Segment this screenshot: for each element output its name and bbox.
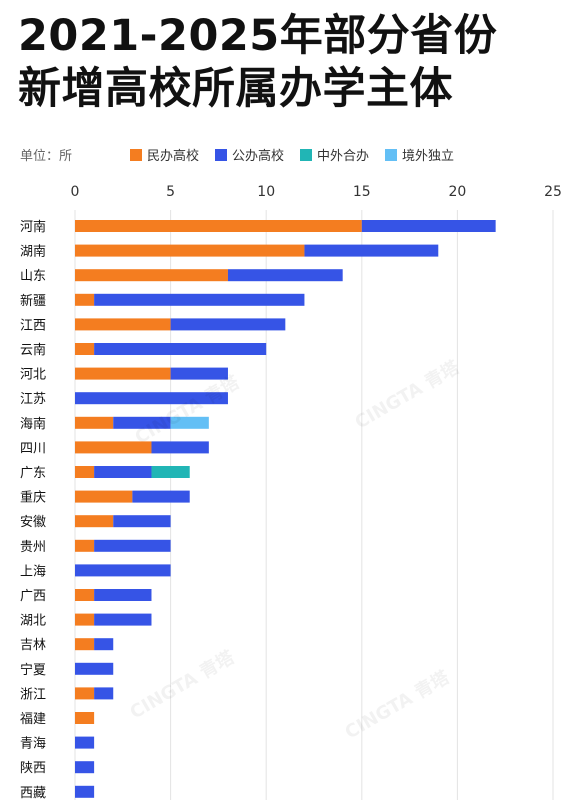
bar-segment	[132, 490, 190, 503]
watermark-text: CINGTA 青塔	[351, 356, 464, 434]
category-label: 广西	[20, 589, 46, 604]
category-label: 广东	[20, 466, 46, 481]
category-label: 安徽	[20, 515, 46, 530]
title-line-1: 2021-2025年部分省份	[18, 11, 498, 61]
bar-segment	[75, 564, 171, 577]
legend-label-private: 民办高校	[147, 149, 200, 164]
category-label: 新疆	[20, 293, 46, 309]
category-label: 上海	[20, 564, 46, 579]
legend-item-overseas: 境外独立	[385, 145, 454, 164]
watermark-text: CINGTA 青塔	[341, 666, 454, 744]
x-tick-label: 0	[71, 184, 80, 200]
legend-swatch-public	[215, 148, 228, 161]
x-tick-label: 15	[353, 184, 371, 200]
bar-segment	[75, 638, 95, 651]
bar-segment	[75, 539, 95, 552]
category-label: 湖南	[20, 244, 46, 260]
bar-segment	[94, 293, 305, 306]
category-label: 福建	[20, 712, 46, 727]
legend-swatch-private	[130, 148, 142, 161]
bar-segment	[75, 613, 95, 626]
legend-item-private: 民办高校	[130, 145, 199, 164]
category-label: 陕西	[20, 761, 46, 776]
category-label: 吉林	[20, 638, 46, 653]
bar-segment	[304, 244, 439, 257]
unit-label: 单位：所	[20, 149, 73, 164]
bar-segment	[94, 613, 152, 626]
bar-segment	[94, 589, 152, 601]
category-label: 海南	[20, 416, 46, 432]
bar-segment	[94, 539, 171, 552]
bar-segment	[75, 220, 362, 232]
bar-segment	[75, 662, 114, 675]
legend-item-public: 公办高校	[215, 145, 284, 164]
bar-segment	[75, 367, 171, 380]
category-label: 贵州	[20, 540, 46, 555]
bar-segment	[361, 220, 496, 232]
legend-swatch-overseas	[385, 148, 398, 161]
category-label: 江西	[20, 318, 46, 333]
category-label: 山东	[20, 269, 46, 284]
bar-segment	[75, 269, 228, 282]
watermark-text: CINGTA 青塔	[126, 646, 239, 724]
category-label: 重庆	[20, 490, 46, 506]
category-label: 四川	[20, 441, 46, 456]
bar-segment	[75, 466, 95, 478]
bar-segment	[151, 466, 190, 478]
bar-segment	[75, 318, 171, 331]
category-label: 西藏	[20, 786, 46, 801]
legend-swatch-joint	[300, 148, 313, 161]
category-label: 浙江	[20, 687, 46, 702]
bar-segment	[170, 367, 228, 380]
legend-label-public: 公办高校	[232, 149, 285, 164]
bar-segment	[75, 392, 228, 405]
bar-segment	[75, 712, 95, 724]
watermark-text: CINGTA 青塔	[131, 371, 244, 449]
bar-segment	[170, 416, 209, 429]
stacked-bar-chart: 0 5 10 15 20 25 河南湖南山东新疆江西云南河北江苏海南四川广东重庆安徽贵州上海…	[20, 184, 562, 801]
x-tick-label: 20	[448, 184, 466, 200]
bar-segment	[94, 687, 114, 700]
bar-segment	[75, 441, 152, 454]
bar-segment	[227, 269, 343, 282]
bar-segment	[170, 318, 286, 331]
bar-segment	[113, 416, 171, 429]
category-label: 湖北	[20, 614, 46, 629]
bar-segment	[75, 293, 95, 306]
category-label: 宁夏	[20, 662, 46, 678]
legend-label-joint: 中外合办	[317, 149, 370, 164]
category-label: 青海	[20, 737, 46, 752]
category-label: 云南	[20, 342, 46, 358]
legend-label-overseas: 境外独立	[402, 149, 455, 164]
bar-segment	[75, 244, 305, 257]
chart-title: 2021-2025年部分省份 新增高校所属办学主体	[18, 10, 497, 116]
bar-segment	[75, 785, 95, 798]
category-label: 河北	[20, 368, 46, 383]
category-label: 河南	[20, 219, 46, 235]
bar-segment	[113, 515, 171, 528]
x-tick-label: 5	[166, 184, 175, 200]
bar-segment	[94, 638, 114, 651]
category-label: 江苏	[20, 391, 46, 407]
bar-segment	[75, 416, 114, 429]
bar-segment	[75, 687, 95, 700]
bar-segment	[75, 589, 95, 601]
bar-segment	[94, 466, 152, 478]
x-tick-label: 25	[544, 184, 562, 200]
bar-segment	[151, 441, 209, 454]
bar-segment	[75, 761, 95, 774]
bar-segment	[75, 515, 114, 528]
bar-segment	[75, 736, 95, 749]
bar-segment	[94, 343, 267, 355]
bar-segment	[75, 343, 95, 355]
x-tick-label: 10	[257, 184, 275, 200]
legend: 民办高校 公办高校 中外合办 境外独立	[130, 145, 454, 164]
bar-segment	[75, 490, 133, 503]
legend-item-joint: 中外合办	[300, 145, 369, 164]
title-line-2: 新增高校所属办学主体	[18, 64, 453, 114]
